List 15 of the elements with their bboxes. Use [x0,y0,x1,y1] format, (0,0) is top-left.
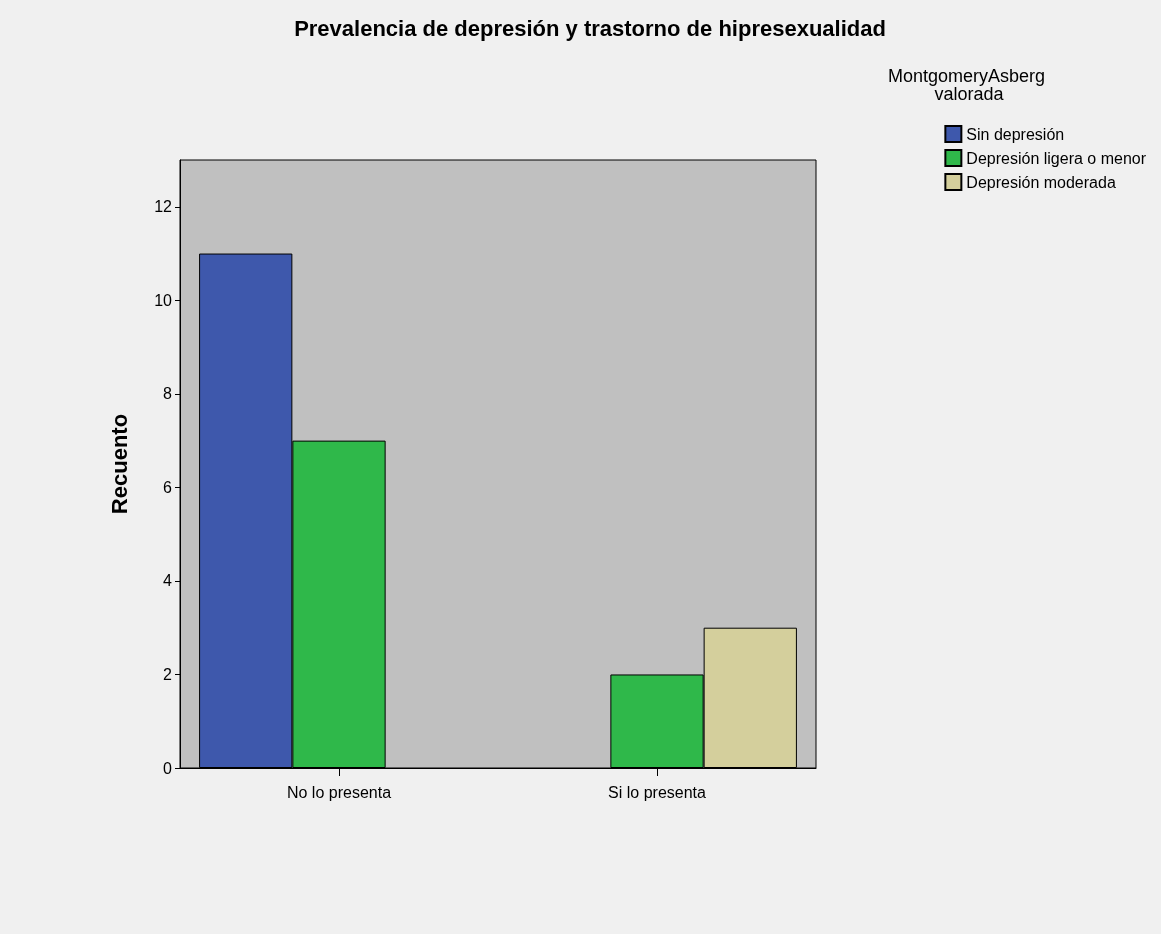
y-tick-label: 4 [163,572,173,590]
y-tick-label: 8 [163,385,173,403]
x-tick-label: No lo presenta [286,783,392,801]
y-tick-label: 12 [154,198,173,216]
y-tick-label: 2 [163,665,173,683]
chart-title: Prevalencia de depresión y trastorno de hipresexualidad [294,15,886,41]
y-tick-label: 6 [163,478,173,496]
y-axis-title: Recuento [106,413,132,515]
legend-title: MontgomeryAsberg valorada [887,66,1050,104]
y-tick-label: 10 [154,291,173,309]
legend-label: Sin depresión [966,125,1065,143]
y-tick-label: 0 [163,759,173,777]
legend-label: Depresión ligera o menor [966,149,1147,167]
legend-label: Depresión moderada [966,173,1116,191]
x-tick-label: Si lo presenta [608,783,707,801]
